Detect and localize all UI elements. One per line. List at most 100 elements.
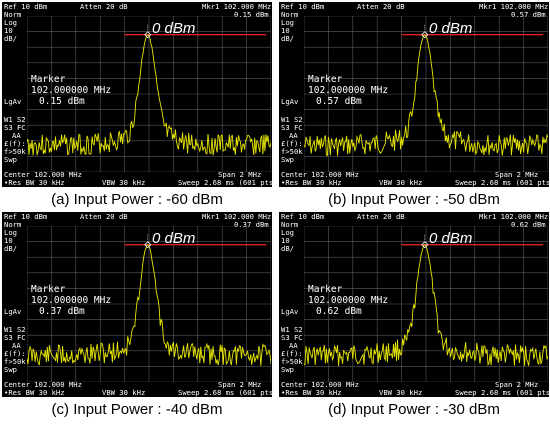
attenuation: Atten 20 dB: [357, 212, 405, 221]
attenuation: Atten 20 dB: [357, 2, 405, 11]
figure-caption: (a) Input Power : -60 dBm: [51, 191, 223, 208]
marker-diamond: [421, 241, 429, 249]
unit-label: dB/: [4, 34, 17, 43]
f50k-label: f>50k: [4, 357, 26, 366]
swp-label: Swp: [281, 365, 294, 374]
w1s2-label: W1 S2: [281, 115, 303, 124]
marker-readout-level: 0.37 dBm: [234, 220, 269, 229]
figure-caption: (c) Input Power : -40 dBm: [51, 401, 223, 418]
analyzer-figure-b: Ref 10 dBm Atten 20 dB Mkr1 102.000 MHz …: [279, 2, 549, 212]
res-bw: •Res BW 30 kHz: [4, 388, 65, 397]
aa-label: AA: [12, 131, 21, 140]
marker-readout-level: 0.62 dBm: [511, 220, 546, 229]
scale-label: 10: [281, 26, 290, 35]
span: Span 2 MHz: [218, 380, 262, 389]
ref-level: Ref 10 dBm: [4, 212, 48, 221]
reference-level-label: 0 dBm: [429, 230, 473, 247]
center-frequency: Center 102.000 MHz: [4, 380, 82, 389]
ff-label: £(f):: [4, 349, 26, 358]
spectrum-line: [27, 244, 271, 366]
swp-label: Swp: [281, 155, 294, 164]
span: Span 2 MHz: [495, 170, 539, 179]
vbw: VBW 30 kHz: [102, 388, 146, 397]
sweep: Sweep 2.68 ms (601 pts): [178, 388, 272, 397]
w1s2-label: W1 S2: [4, 325, 26, 334]
marker-frequency: 102.000000 MHz: [308, 295, 389, 306]
lgav-label: LgAv: [281, 97, 299, 106]
lgav-label: LgAv: [281, 307, 299, 316]
vbw: VBW 30 kHz: [379, 388, 423, 397]
lgav-label: LgAv: [4, 307, 22, 316]
analyzer-screen: Ref 10 dBm Atten 20 dB Mkr1 102.000 MHz …: [279, 212, 549, 397]
log-label: Log: [4, 18, 17, 27]
sweep: Sweep 2.68 ms (601 pts): [178, 178, 272, 187]
figure-caption: (d) Input Power : -30 dBm: [328, 401, 500, 418]
analyzer-figure-d: Ref 10 dBm Atten 20 dB Mkr1 102.000 MHz …: [279, 212, 549, 422]
marker-frequency: 102.000000 MHz: [31, 295, 112, 306]
sweep: Sweep 2.68 ms (601 pts): [455, 178, 549, 187]
marker-title: Marker: [31, 74, 66, 85]
spectrum-trace: [27, 16, 271, 172]
s3fc-label: S3 FC: [4, 333, 26, 342]
analyzer-screen: Ref 10 dBm Atten 20 dB Mkr1 102.000 MHz …: [279, 2, 549, 187]
marker-diamond: [144, 241, 152, 249]
aa-label: AA: [289, 341, 298, 350]
ff-label: £(f):: [281, 349, 303, 358]
scale-label: 10: [281, 236, 290, 245]
reference-level-label: 0 dBm: [429, 20, 473, 37]
swp-label: Swp: [4, 365, 17, 374]
vbw: VBW 30 kHz: [379, 178, 423, 187]
span: Span 2 MHz: [218, 170, 262, 179]
marker-title: Marker: [31, 284, 66, 295]
unit-label: dB/: [281, 244, 294, 253]
spectrum-trace: [304, 226, 548, 382]
f50k-label: f>50k: [281, 357, 303, 366]
analyzer-screen: Ref 10 dBm Atten 20 dB Mkr1 102.000 MHz …: [2, 2, 272, 187]
marker-level: 0.62 dBm: [316, 306, 362, 317]
res-bw: •Res BW 30 kHz: [281, 388, 342, 397]
s3fc-label: S3 FC: [281, 123, 303, 132]
attenuation: Atten 20 dB: [80, 2, 128, 11]
marker-readout: Mkr1 102.000 MHz: [202, 212, 272, 221]
reference-level-label: 0 dBm: [152, 230, 196, 247]
vbw: VBW 30 kHz: [102, 178, 146, 187]
log-label: Log: [281, 18, 294, 27]
marker-readout: Mkr1 102.000 MHz: [479, 2, 549, 11]
marker-frequency: 102.000000 MHz: [31, 85, 112, 96]
ref-level: Ref 10 dBm: [281, 212, 325, 221]
spectrum-line: [304, 244, 548, 367]
spectrum-grid: [304, 16, 548, 172]
f50k-label: f>50k: [4, 147, 26, 156]
w1s2-label: W1 S2: [281, 325, 303, 334]
marker-title: Marker: [308, 284, 343, 295]
sweep: Sweep 2.68 ms (601 pts): [455, 388, 549, 397]
res-bw: •Res BW 30 kHz: [281, 178, 342, 187]
swp-label: Swp: [4, 155, 17, 164]
analyzer-figure-c: Ref 10 dBm Atten 20 dB Mkr1 102.000 MHz …: [2, 212, 272, 422]
f50k-label: f>50k: [281, 147, 303, 156]
marker-readout: Mkr1 102.000 MHz: [479, 212, 549, 221]
attenuation: Atten 20 dB: [80, 212, 128, 221]
ref-level: Ref 10 dBm: [281, 2, 325, 11]
aa-label: AA: [12, 341, 21, 350]
res-bw: •Res BW 30 kHz: [4, 178, 65, 187]
analyzer-figure-a: Ref 10 dBm Atten 20 dB Mkr1 102.000 MHz …: [2, 2, 272, 212]
marker-readout-level: 0.57 dBm: [511, 10, 546, 19]
spectrum-trace: [27, 226, 271, 382]
center-frequency: Center 102.000 MHz: [4, 170, 82, 179]
scale-label: 10: [4, 236, 13, 245]
ff-label: £(f):: [4, 139, 26, 148]
spectrum-grid: [27, 16, 271, 172]
norm-label: Norm: [281, 10, 299, 19]
spectrum-line: [304, 34, 548, 157]
marker-readout: Mkr1 102.000 MHz: [202, 2, 272, 11]
marker-title: Marker: [308, 74, 343, 85]
unit-label: dB/: [4, 244, 17, 253]
norm-label: Norm: [4, 220, 22, 229]
marker-frequency: 102.000000 MHz: [308, 85, 389, 96]
center-frequency: Center 102.000 MHz: [281, 380, 359, 389]
scale-label: 10: [4, 26, 13, 35]
marker-diamond: [421, 31, 429, 39]
norm-label: Norm: [4, 10, 22, 19]
marker-level: 0.37 dBm: [39, 306, 85, 317]
